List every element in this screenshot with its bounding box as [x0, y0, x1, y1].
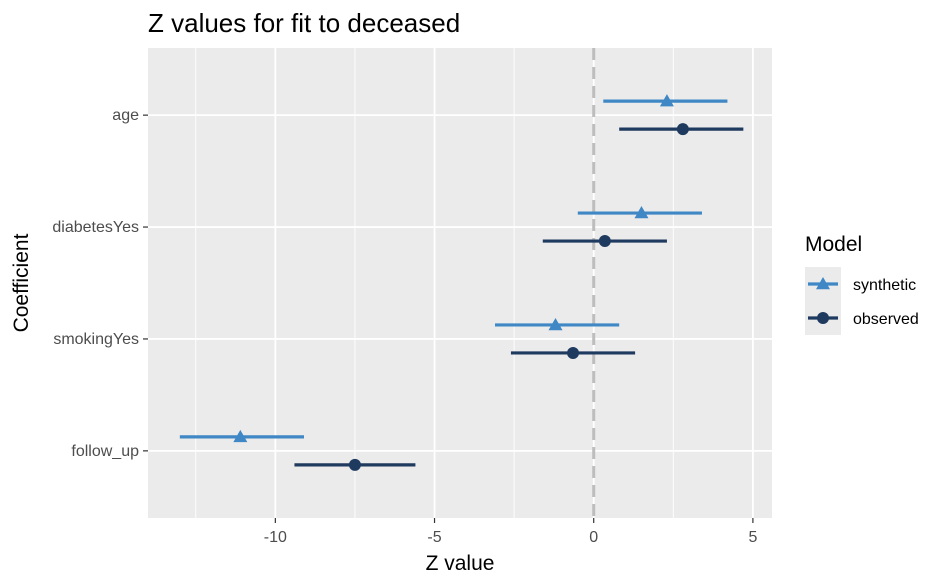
point-synthetic: [233, 429, 248, 443]
point-observed: [567, 346, 580, 359]
legend-key-circle: [817, 312, 829, 324]
point-observed: [676, 123, 689, 136]
point-synthetic: [659, 94, 674, 107]
grid-minor: [195, 48, 674, 518]
y-axis-title: Coefficient: [10, 233, 33, 332]
legend-title: Model: [805, 233, 862, 256]
point-observed: [348, 458, 361, 471]
point-synthetic: [634, 206, 649, 219]
legend-label-observed: observed: [853, 311, 919, 328]
point-synthetic: [548, 317, 563, 331]
y-tick-label: diabetesYes: [52, 219, 139, 236]
x-axis-title: Z value: [426, 552, 495, 575]
plot-panel: [148, 48, 772, 518]
x-tick-label: -5: [427, 529, 441, 546]
y-tick-label: smokingYes: [53, 331, 139, 348]
data-marks: [179, 94, 744, 471]
legend-key-triangle: [816, 277, 830, 290]
legend-label-synthetic: synthetic: [853, 277, 916, 294]
chart-title: Z values for fit to deceased: [148, 8, 460, 38]
y-tick-label: age: [112, 107, 139, 124]
legend: Model synthetic observed: [805, 233, 919, 335]
y-axis: age diabetesYes smokingYes follow_up: [52, 107, 148, 460]
x-tick-label: 0: [589, 529, 598, 546]
y-tick-label: follow_up: [71, 443, 139, 460]
x-axis: -10 -5 0 5: [264, 518, 757, 546]
point-observed: [598, 235, 611, 248]
x-tick-label: 5: [748, 529, 757, 546]
x-tick-label: -10: [264, 529, 287, 546]
